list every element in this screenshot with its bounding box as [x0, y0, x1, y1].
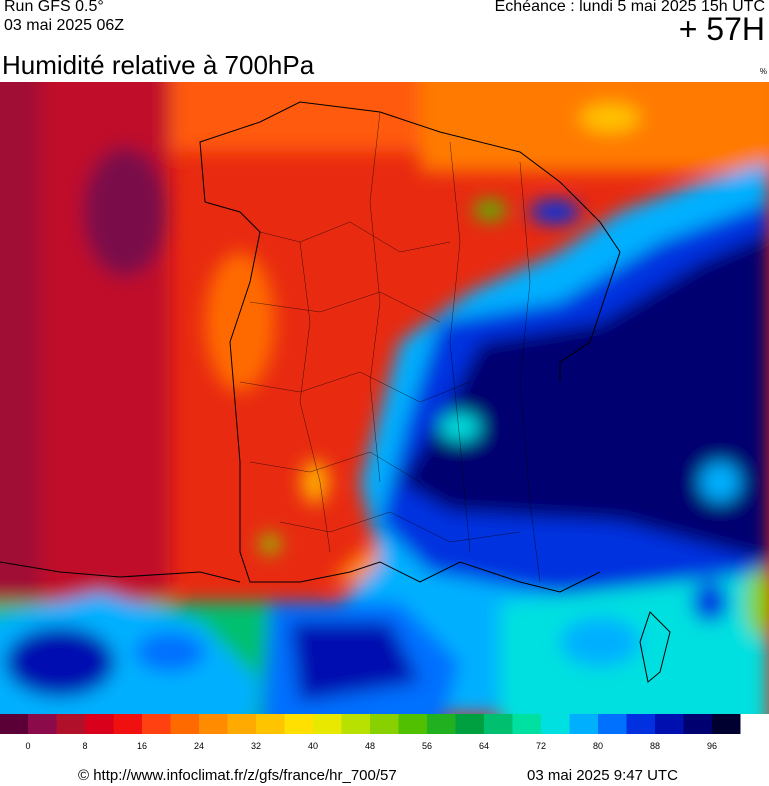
- scale-label: 64: [479, 741, 489, 751]
- color-swatch: [170, 714, 199, 734]
- color-swatch: [85, 714, 114, 734]
- issue-date: 03 mai 2025 9:47 UTC: [527, 767, 678, 784]
- color-swatch: [455, 714, 484, 734]
- scale-label: 80: [593, 741, 603, 751]
- scale-label: 16: [137, 741, 147, 751]
- unit: %: [759, 67, 767, 76]
- color-swatch: [712, 714, 741, 734]
- scale-label: 72: [536, 741, 546, 751]
- color-swatch: [227, 714, 256, 734]
- source-url: © http://www.infoclimat.fr/z/gfs/france/…: [78, 767, 397, 784]
- color-swatch: [0, 714, 28, 734]
- scale-label: 88: [650, 741, 660, 751]
- run-label: Run GFS 0.5°: [4, 0, 104, 15]
- color-swatch: [541, 714, 570, 734]
- scale-label: 8: [82, 741, 87, 751]
- color-swatch: [683, 714, 712, 734]
- color-swatch: [28, 714, 57, 734]
- color-swatch: [626, 714, 655, 734]
- color-swatch: [370, 714, 399, 734]
- color-swatch: [512, 714, 541, 734]
- color-swatch: [427, 714, 456, 734]
- color-swatch: [199, 714, 228, 734]
- map-title: Humidité relative à 700hPa: [2, 50, 315, 80]
- humidity-map: [0, 82, 769, 714]
- color-swatch: [313, 714, 342, 734]
- scale-label: 0: [25, 741, 30, 751]
- lead-time: + 57H: [678, 11, 765, 47]
- color-swatch: [569, 714, 598, 734]
- color-scale: 0 8 16 24 32 40 48 56 64 72 80 88 96: [0, 714, 741, 751]
- scale-label: 24: [194, 741, 204, 751]
- scale-label: 96: [707, 741, 717, 751]
- scale-label: 32: [251, 741, 261, 751]
- scale-label: 56: [422, 741, 432, 751]
- color-swatch: [56, 714, 85, 734]
- scale-label: 48: [365, 741, 375, 751]
- color-swatch: [142, 714, 171, 734]
- color-swatch: [598, 714, 627, 734]
- forecast-time: Echéance : lundi 5 mai 2025 15h UTC: [494, 0, 765, 15]
- color-swatch: [341, 714, 370, 734]
- color-swatch: [256, 714, 285, 734]
- color-swatch: [284, 714, 313, 734]
- color-swatch: [113, 714, 142, 734]
- color-swatch: [398, 714, 427, 734]
- color-swatch: [484, 714, 513, 734]
- run-date: 03 mai 2025 06Z: [4, 17, 125, 34]
- color-swatch: [655, 714, 684, 734]
- scale-label: 40: [308, 741, 318, 751]
